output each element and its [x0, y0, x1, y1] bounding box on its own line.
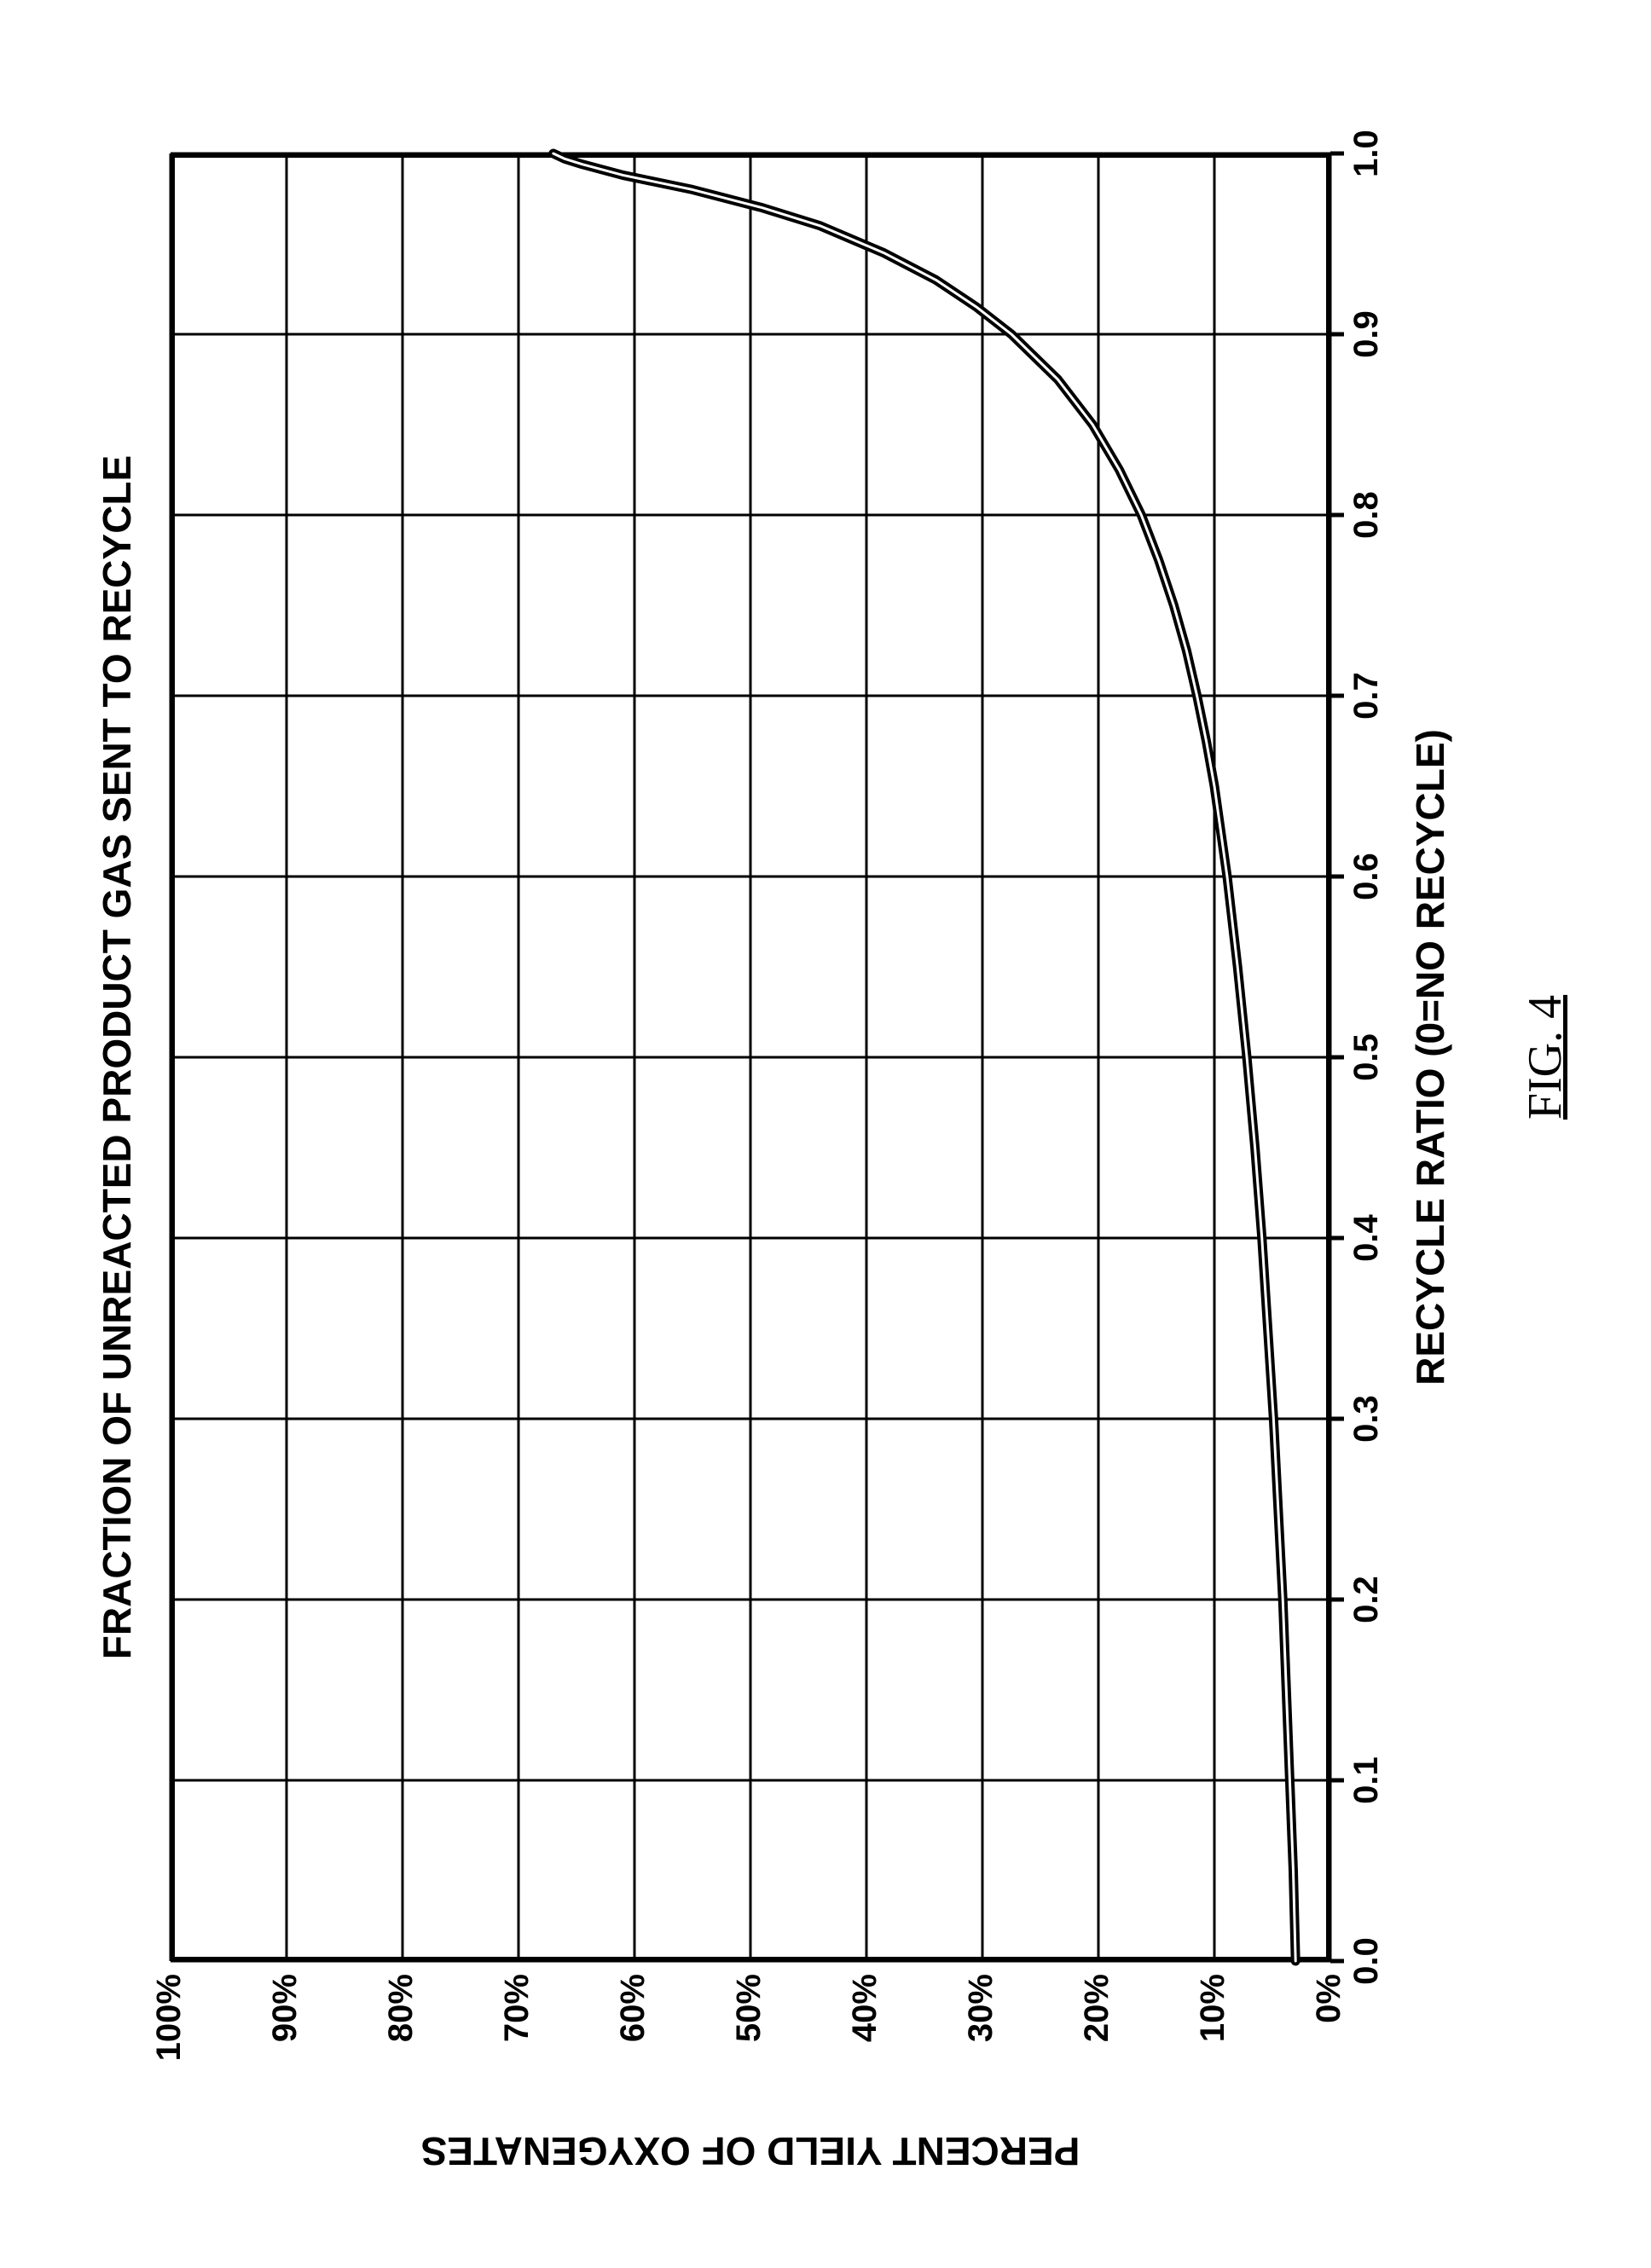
x-tick-label: 0.1 [1347, 1738, 1386, 1823]
y-tick-label: 60% [614, 1974, 652, 2093]
x-axis-label: RECYCLE RATIO (0=NO RECYCLE) [1407, 153, 1453, 1961]
y-axis-label: PERCENT YIELD OF OXYGENATES [171, 2128, 1330, 2174]
figure-caption-text: FIG. 4 [1519, 995, 1572, 1120]
x-tick-label: 1.0 [1347, 111, 1386, 196]
x-tick-label: 0.4 [1347, 1195, 1386, 1281]
y-tick-label: 40% [846, 1974, 884, 2093]
x-tick-label: 0.8 [1347, 472, 1386, 558]
y-tick-label: 30% [962, 1974, 1000, 2093]
y-tick-label: 70% [498, 1974, 536, 2093]
y-tick-label: 100% [150, 1974, 188, 2093]
x-tick-label: 0.0 [1347, 1918, 1386, 2004]
y-tick-label: 50% [730, 1974, 768, 2093]
chart-title: FRACTION OF UNREACTED PRODUCT GAS SENT T… [94, 153, 140, 1961]
plot-area [171, 153, 1330, 1961]
y-tick-label: 90% [266, 1974, 304, 2093]
y-tick-label: 0% [1310, 1974, 1348, 2093]
x-tick-label: 0.3 [1347, 1376, 1386, 1461]
x-tick-label: 0.6 [1347, 834, 1386, 919]
x-tick-label: 0.9 [1347, 292, 1386, 377]
x-tick-label: 0.2 [1347, 1557, 1386, 1642]
y-tick-label: 10% [1194, 1974, 1232, 2093]
y-tick-label: 20% [1078, 1974, 1116, 2093]
x-tick-label: 0.7 [1347, 653, 1386, 738]
chart-canvas: FRACTION OF UNREACTED PRODUCT GAS SENT T… [0, 0, 1651, 2268]
figure-caption: FIG. 4 [1518, 153, 1573, 1961]
x-tick-label: 0.5 [1347, 1015, 1386, 1100]
y-tick-label: 80% [382, 1974, 420, 2093]
